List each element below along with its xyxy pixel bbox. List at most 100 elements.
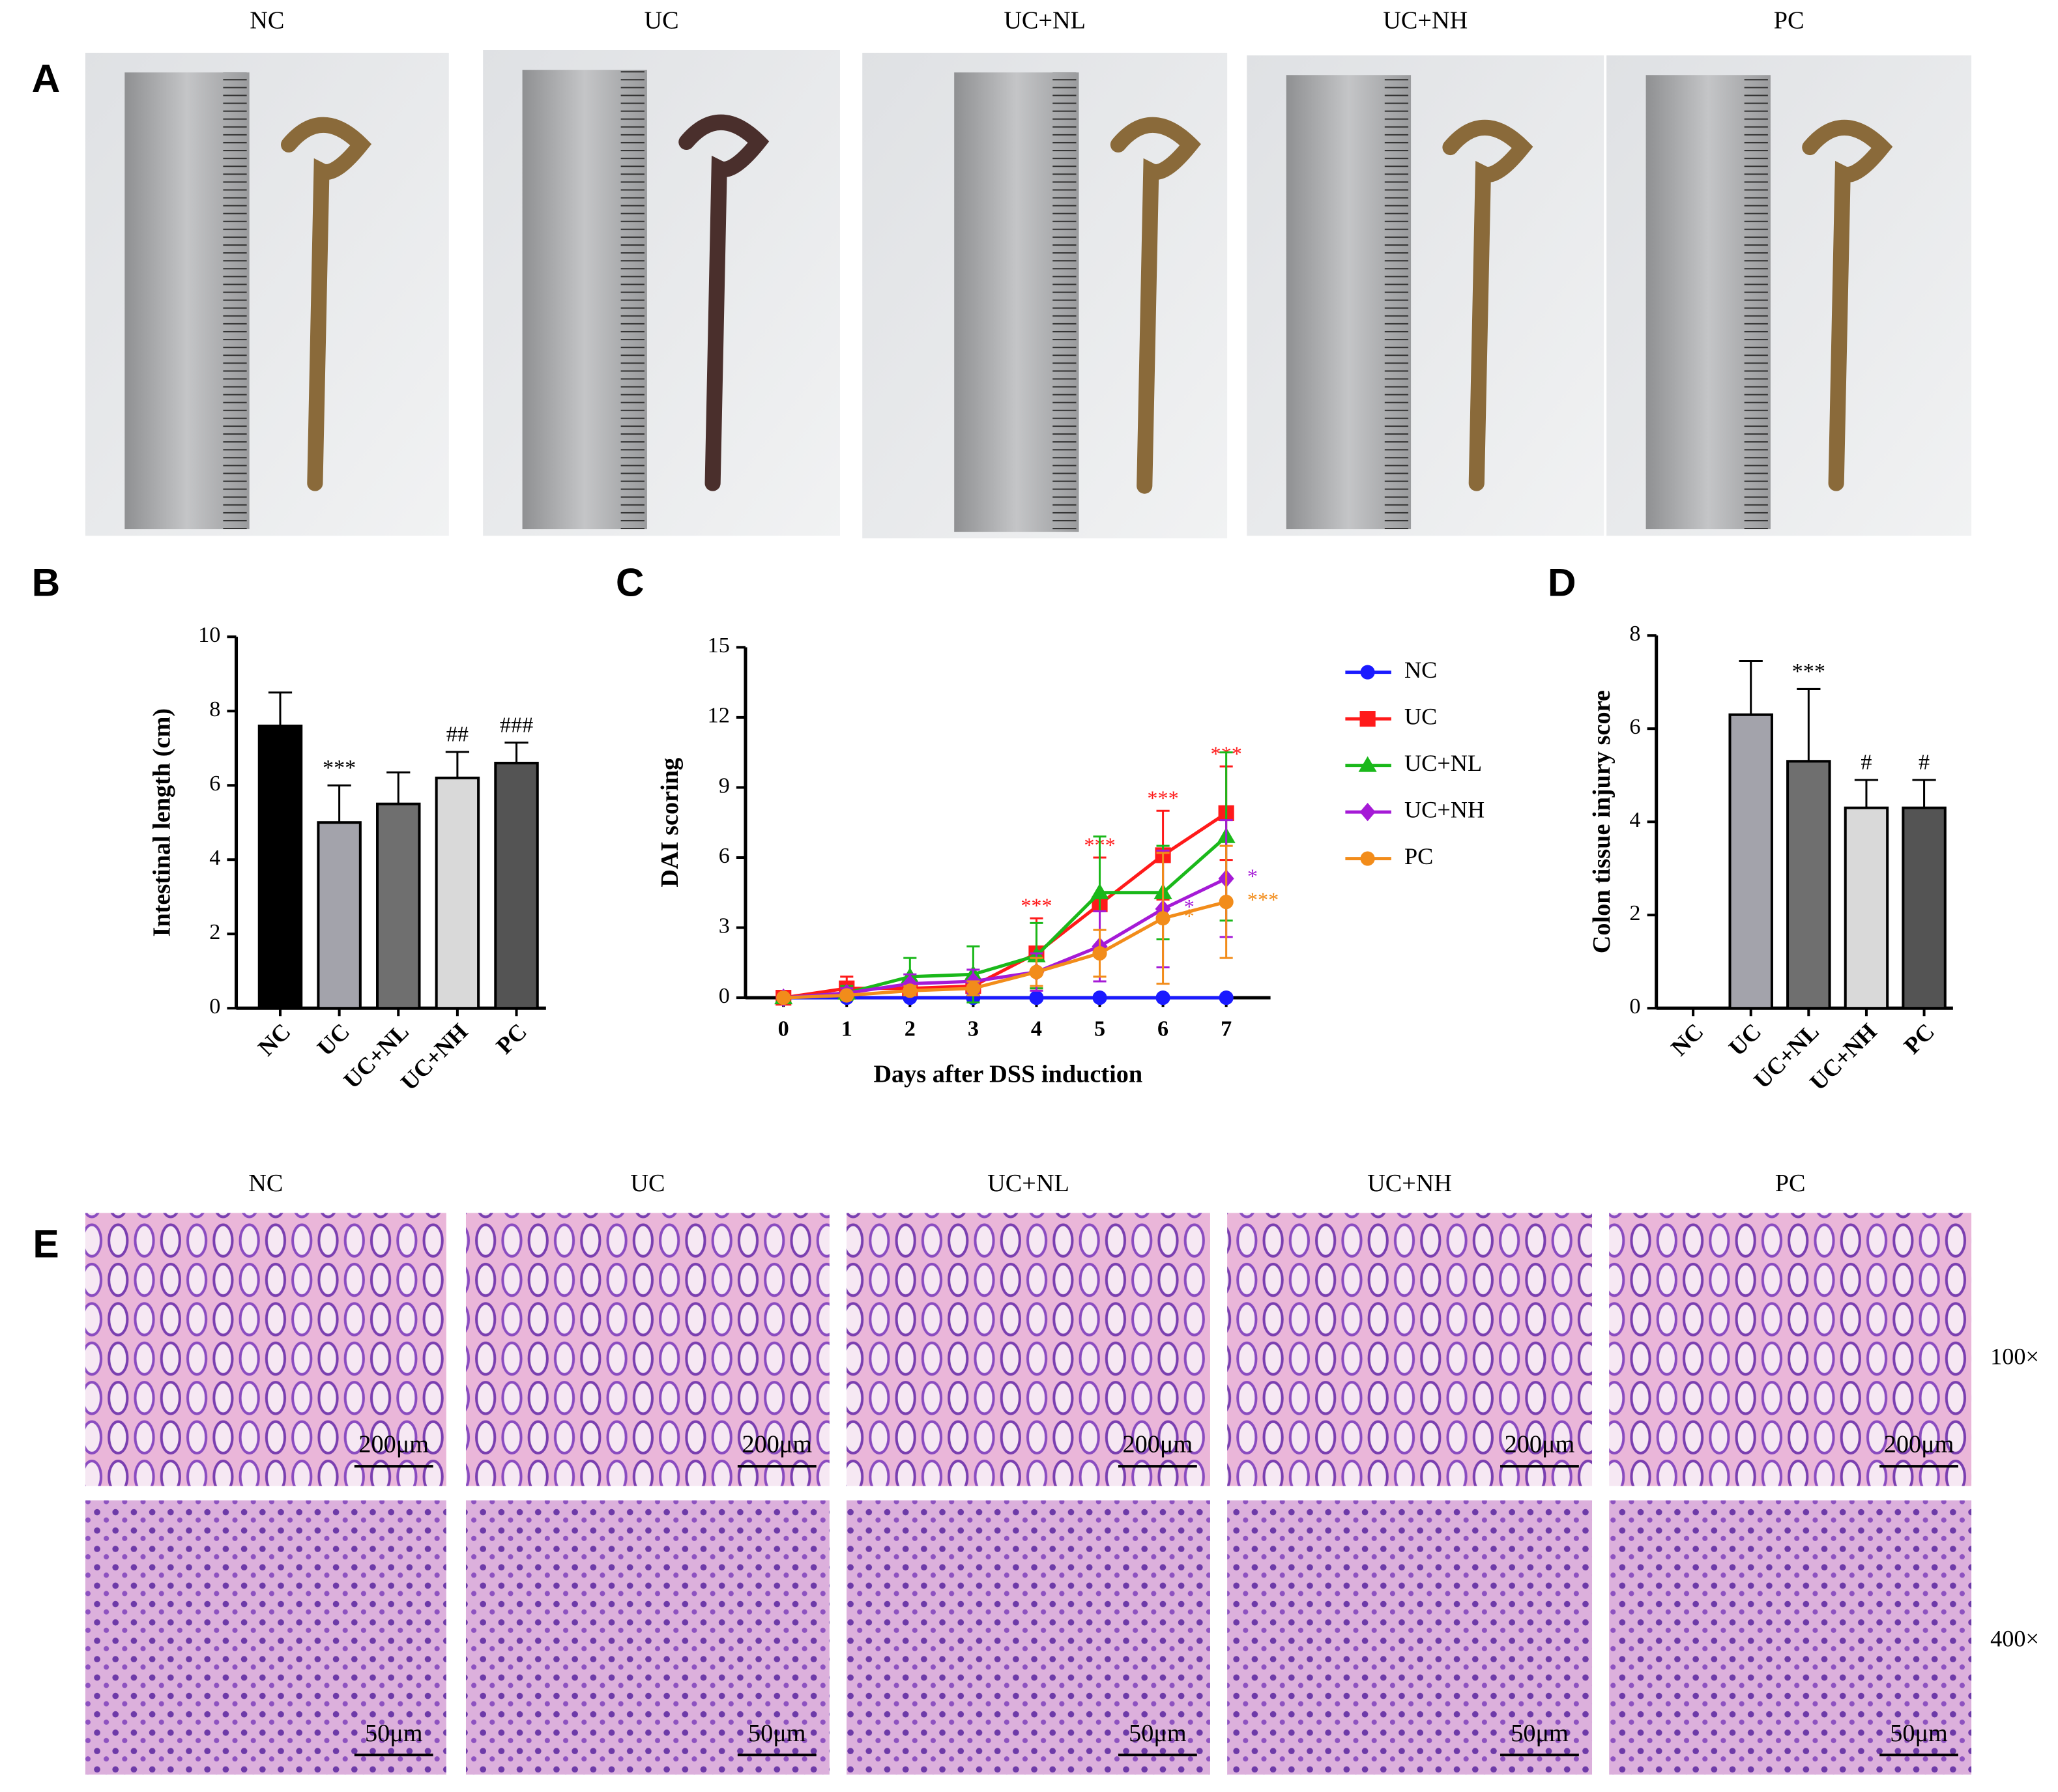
- bar: [257, 725, 303, 1010]
- significance: #: [1861, 750, 1872, 775]
- scale-bar-label: 200μm: [1123, 1431, 1193, 1458]
- significance: ###: [500, 712, 533, 737]
- micrograph: [1227, 1500, 1593, 1775]
- x-tick-label: 4: [1031, 1016, 1042, 1041]
- marker: [776, 990, 791, 1005]
- significance: ***: [1147, 787, 1178, 810]
- group-label: UC+NL: [1004, 7, 1086, 34]
- bar: [1786, 760, 1831, 1010]
- scale-bar: [1500, 1754, 1579, 1757]
- micrograph: [465, 1500, 830, 1775]
- magnification: 100×: [1990, 1343, 2039, 1369]
- x-tick-label: 1: [841, 1016, 852, 1041]
- micrograph: [465, 1213, 830, 1486]
- legend-label: PC: [1404, 843, 1433, 869]
- group-label: PC: [1775, 1170, 1806, 1197]
- scale-bar-label: 200μm: [1505, 1431, 1575, 1458]
- micrograph: [85, 1213, 446, 1486]
- x-tick-label: 3: [968, 1016, 979, 1041]
- group-label: UC: [645, 7, 679, 34]
- legend-item: UC: [1345, 703, 1437, 729]
- y-tick-label: 6: [209, 771, 220, 796]
- marker: [1219, 990, 1234, 1005]
- line: [783, 876, 1227, 1000]
- x-tick-label: NC: [1666, 1019, 1708, 1061]
- x-tick-label: 7: [1221, 1016, 1232, 1041]
- specimen: [281, 117, 372, 491]
- micrograph: [1609, 1500, 1972, 1775]
- scale-bar: [1879, 1754, 1958, 1757]
- scale-bar: [1879, 1465, 1958, 1468]
- scale-bar: [1118, 1754, 1197, 1757]
- y-tick-label: 0: [719, 983, 730, 1008]
- group-label: UC+NL: [987, 1170, 1069, 1197]
- bar: [376, 802, 421, 1010]
- y-tick-label: 2: [209, 919, 220, 944]
- scale-bar: [1118, 1465, 1197, 1468]
- bar: [494, 762, 539, 1010]
- y-axis-label: Colon tissue injury score: [1588, 690, 1616, 953]
- error-bar: [1030, 957, 1043, 987]
- y-tick-label: 3: [719, 913, 730, 938]
- marker: [1360, 665, 1375, 680]
- bar: [1844, 806, 1889, 1010]
- y-tick-label: 6: [1629, 714, 1640, 739]
- scale-bar-label: 50μm: [1890, 1720, 1948, 1747]
- group-label: UC+NH: [1367, 1170, 1452, 1197]
- x-tick-label: 0: [778, 1016, 789, 1041]
- specimen: [1802, 119, 1893, 491]
- specimen: [1110, 117, 1201, 494]
- ruler-ticks: [1744, 75, 1768, 530]
- line: [783, 900, 1227, 1000]
- group-label: NC: [250, 7, 284, 34]
- scale-bar: [737, 1465, 817, 1468]
- marker: [1359, 711, 1376, 727]
- scale-bar: [354, 1754, 433, 1757]
- legend-item: PC: [1345, 843, 1433, 869]
- error-bar: [1219, 845, 1233, 959]
- ruler-ticks: [1384, 75, 1409, 530]
- marker: [1155, 990, 1170, 1005]
- specimen: [678, 114, 770, 491]
- y-tick-label: 8: [209, 697, 220, 721]
- bar: [317, 821, 362, 1010]
- marker: [1359, 803, 1376, 822]
- significance: ***: [323, 755, 356, 780]
- panel-label: A: [32, 56, 61, 100]
- x-tick-label: 5: [1094, 1016, 1105, 1041]
- y-tick-label: 4: [209, 845, 220, 870]
- group-label: UC: [630, 1170, 665, 1197]
- marker: [1029, 990, 1044, 1005]
- scale-bar-label: 200μm: [358, 1431, 429, 1458]
- scale-bar-label: 50μm: [365, 1720, 423, 1747]
- y-tick-label: 15: [708, 633, 730, 658]
- significance: ##: [446, 722, 469, 747]
- magnification: 400×: [1990, 1625, 2039, 1651]
- x-tick-label: PC: [1899, 1019, 1939, 1059]
- legend-label: UC+NH: [1404, 796, 1485, 822]
- error-bar: [1156, 852, 1170, 985]
- y-tick-label: 8: [1629, 621, 1640, 646]
- ruler-ticks: [1052, 72, 1077, 532]
- micrograph: [1609, 1213, 1972, 1486]
- micrograph: [85, 1500, 446, 1775]
- photo-row: NC UC UC+NL UC+NH PC: [85, 7, 1972, 539]
- ruler-ticks: [223, 72, 247, 530]
- legend-label: NC: [1404, 657, 1437, 683]
- group-label: PC: [1774, 7, 1804, 34]
- panel-label: E: [33, 1222, 59, 1266]
- panel-label: D: [1548, 560, 1576, 605]
- significance: ***: [1021, 893, 1052, 917]
- scale-bar-label: 200μm: [1884, 1431, 1954, 1458]
- error-bar: [903, 985, 917, 997]
- significance: ***: [1792, 659, 1825, 684]
- x-tick-label: 2: [905, 1016, 916, 1041]
- panel-label: C: [616, 560, 645, 605]
- x-tick-label: NC: [253, 1019, 295, 1061]
- histology-grid: NC 200μm 50μm UC 200μm 50μm UC+NL 200μm 50μm UC+N…: [85, 1170, 2039, 1775]
- marker: [1092, 990, 1107, 1005]
- x-axis-label: Days after DSS induction: [873, 1061, 1142, 1088]
- micrograph: [1227, 1213, 1593, 1486]
- x-tick-label: UC: [1724, 1019, 1766, 1061]
